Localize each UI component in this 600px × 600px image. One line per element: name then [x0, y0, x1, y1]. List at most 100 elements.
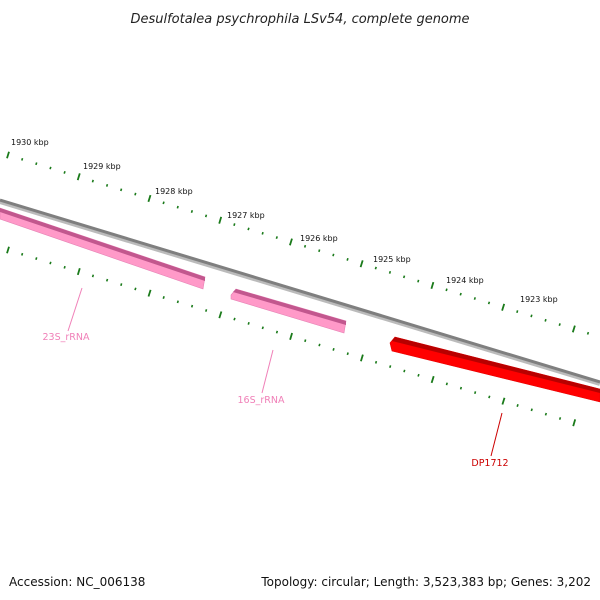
inner-tick-38: [544, 412, 548, 416]
tick-label-1925: 1925 kbp: [373, 255, 411, 264]
outer-tick-27: [388, 270, 392, 274]
inner-tick-17: [247, 321, 250, 325]
outer-tick-32: [459, 292, 462, 296]
inner-tick-22: [318, 343, 321, 347]
outer-tick-33: [473, 297, 476, 300]
outer-tick-15: [218, 216, 223, 224]
inner-tick-14: [205, 309, 208, 312]
inner-tick-40: [572, 419, 577, 427]
outer-tick-2: [35, 162, 38, 166]
inner-tick-13: [190, 304, 194, 308]
outer-tick-24: [346, 257, 349, 261]
feature-23s-rrna[interactable]: [0, 207, 206, 290]
leader-line-23s: [67, 287, 83, 332]
outer-tick-12: [176, 205, 179, 209]
inner-tick-4: [63, 265, 66, 269]
tick-label-1929: 1929 kbp: [83, 162, 121, 171]
inner-tick-1: [21, 252, 24, 256]
outer-tick-1: [21, 157, 24, 161]
tick-label-1923: 1923 kbp: [520, 295, 558, 304]
outer-tick-40: [571, 325, 576, 333]
inner-tick-11: [162, 296, 165, 299]
inner-tick-33: [474, 391, 477, 395]
outer-tick-23: [332, 253, 335, 257]
outer-tick-track: [6, 151, 590, 335]
inner-tick-23: [332, 347, 335, 351]
outer-tick-0: [6, 151, 10, 159]
feature-label-16s-rrna: 16S_rRNA: [238, 395, 285, 406]
outer-tick-3: [49, 166, 52, 170]
feature-dp1712[interactable]: [389, 336, 600, 403]
inner-tick-3: [49, 261, 52, 265]
inner-tick-20: [289, 332, 293, 340]
outer-tick-39: [558, 323, 561, 327]
inner-tick-35: [501, 397, 506, 405]
outer-tick-26: [374, 266, 377, 270]
outer-tick-11: [162, 201, 165, 205]
tick-label-1924: 1924 kbp: [446, 276, 484, 285]
tick-label-1928: 1928 kbp: [155, 187, 193, 196]
outer-tick-5: [76, 173, 81, 181]
outer-tick-37: [530, 314, 533, 318]
outer-tick-20: [289, 238, 293, 246]
tick-label-1927: 1927 kbp: [227, 211, 265, 220]
outer-tick-29: [417, 279, 420, 283]
outer-tick-16: [233, 223, 236, 227]
outer-tick-22: [318, 249, 321, 253]
outer-tick-28: [402, 275, 406, 279]
inner-tick-10: [147, 289, 152, 297]
inner-tick-31: [445, 382, 448, 386]
outer-tick-34: [487, 301, 491, 305]
inner-tick-25: [360, 354, 364, 362]
topology-text: Topology: circular; Length: 3,523,383 bp…: [261, 575, 591, 589]
inner-tick-30: [430, 375, 435, 384]
leader-line-dp1712: [490, 412, 503, 457]
inner-tick-2: [35, 257, 38, 261]
inner-tick-15: [218, 311, 223, 319]
outer-tick-4: [63, 170, 66, 174]
inner-tick-39: [558, 417, 562, 420]
inner-tick-21: [304, 339, 307, 343]
outer-tick-17: [247, 227, 250, 231]
inner-tick-19: [275, 330, 279, 334]
tick-label-1926: 1926 kbp: [300, 234, 338, 243]
genome-backbone: [0, 198, 600, 386]
inner-tick-34: [488, 395, 491, 399]
outer-tick-7: [105, 183, 109, 187]
inner-tick-18: [261, 326, 264, 330]
inner-tick-27: [389, 365, 392, 369]
inner-tick-track: [6, 246, 577, 427]
outer-tick-35: [501, 303, 506, 311]
outer-tick-14: [204, 214, 208, 218]
leader-line-16s: [261, 349, 274, 394]
feature-label-23s-rrna: 23S_rRNA: [43, 332, 90, 343]
outer-tick-31: [445, 288, 448, 292]
inner-tick-29: [417, 373, 420, 377]
outer-tick-6: [91, 179, 94, 183]
accession-text: Accession: NC_006138: [9, 575, 146, 589]
inner-tick-24: [346, 352, 349, 356]
outer-tick-8: [120, 188, 123, 192]
inner-tick-16: [233, 317, 236, 321]
outer-tick-18: [261, 231, 264, 235]
inner-tick-9: [134, 287, 137, 291]
inner-tick-32: [459, 386, 463, 390]
feature-16s-rrna[interactable]: [230, 288, 347, 334]
outer-tick-19: [275, 236, 278, 240]
outer-tick-13: [190, 210, 194, 213]
outer-tick-10: [147, 194, 152, 203]
inner-tick-12: [176, 300, 179, 304]
inner-tick-5: [76, 268, 81, 276]
inner-tick-36: [516, 404, 519, 407]
tick-labels: 1930 kbp 1929 kbp 1928 kbp 1927 kbp 1926…: [11, 138, 558, 304]
inner-tick-7: [105, 278, 109, 282]
outer-tick-9: [134, 192, 137, 196]
outer-tick-36: [516, 310, 519, 314]
inner-tick-6: [91, 274, 95, 278]
inner-tick-0: [6, 246, 10, 254]
outer-tick-38: [544, 318, 547, 322]
inner-tick-26: [374, 360, 378, 364]
outer-tick-30: [430, 281, 435, 290]
inner-tick-8: [120, 283, 123, 287]
